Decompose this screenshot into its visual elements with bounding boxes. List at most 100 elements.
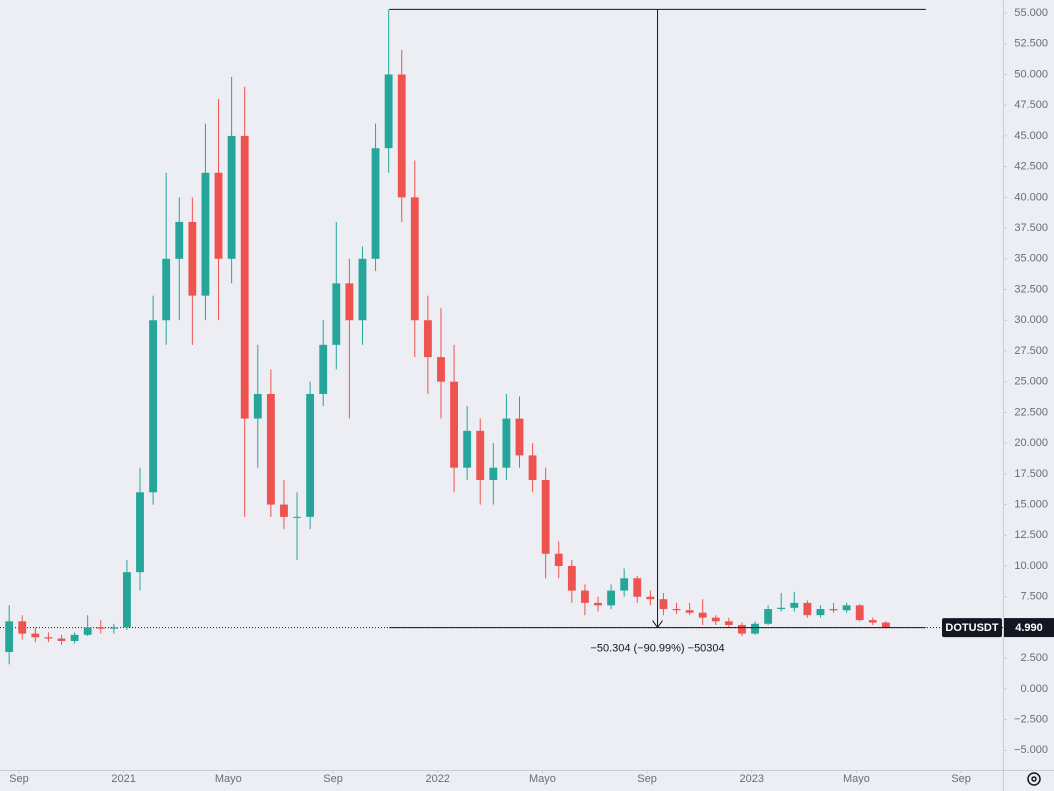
candle-body: [751, 623, 759, 634]
x-tick-label: Mayo: [215, 773, 242, 785]
y-tick-label: 27.500: [1014, 345, 1048, 357]
candle-body: [580, 590, 589, 603]
y-tick-label: 12.500: [1014, 529, 1048, 541]
price-tag-label: 4.990: [1015, 622, 1043, 634]
measure-label: −50.304 (−90.99%) −50304: [590, 642, 724, 654]
candle-body: [332, 283, 341, 345]
y-tick-label: 17.500: [1014, 468, 1048, 480]
candle-body: [476, 430, 485, 480]
y-tick-label: 30.000: [1014, 314, 1048, 326]
y-tick-label: 42.500: [1014, 161, 1048, 173]
candle-body: [567, 566, 576, 591]
candle-body: [842, 605, 851, 611]
candle-body: [777, 607, 786, 610]
candle-body: [83, 627, 92, 635]
x-tick-label: Sep: [323, 773, 343, 785]
x-tick-label: Sep: [9, 773, 29, 785]
y-tick-label: 40.000: [1014, 191, 1048, 203]
candle-body: [175, 221, 184, 259]
candle-body: [70, 634, 79, 641]
candle-body: [803, 602, 812, 616]
candle-body: [620, 578, 629, 591]
measure-arrow-head: [652, 620, 663, 629]
y-tick-label: 45.000: [1014, 130, 1048, 142]
candle-body: [345, 283, 354, 321]
x-tick-label: 2022: [425, 773, 449, 785]
candle-body: [607, 590, 616, 606]
x-tick-label: Mayo: [529, 773, 556, 785]
candle-body: [96, 627, 105, 629]
candle-body: [109, 627, 118, 629]
y-tick-label: 32.500: [1014, 283, 1048, 295]
candle-body: [5, 621, 14, 653]
y-tick-label: 20.000: [1014, 437, 1048, 449]
candle-body: [881, 622, 890, 628]
candle-body: [227, 135, 236, 259]
y-tick-label: −5.000: [1014, 744, 1048, 756]
candle-body: [384, 74, 393, 149]
y-tick-label: 10.000: [1014, 560, 1048, 572]
candle-body: [646, 596, 655, 600]
candle-body: [489, 467, 498, 480]
candle-body: [123, 572, 131, 628]
candle-body: [397, 74, 406, 198]
candle-body: [790, 602, 799, 608]
candle-body: [162, 258, 171, 321]
y-tick-label: 2.500: [1020, 652, 1048, 664]
candle-body: [541, 479, 550, 554]
candle-body: [57, 638, 66, 641]
candle-body: [240, 135, 249, 419]
y-tick-label: 55.000: [1014, 7, 1048, 19]
candle-body: [829, 609, 838, 611]
y-tick-label: 0.000: [1020, 683, 1048, 695]
settings-icon-ring: [1027, 772, 1041, 786]
candle-body: [293, 516, 301, 518]
y-tick-label: 22.500: [1014, 406, 1048, 418]
y-tick-label: 50.000: [1014, 68, 1048, 80]
candle-body: [266, 393, 275, 505]
candle-body: [306, 393, 315, 517]
candle-body: [437, 357, 445, 382]
candle-body: [868, 620, 877, 623]
settings-icon[interactable]: [1027, 772, 1041, 786]
y-tick-label: 52.500: [1014, 38, 1048, 50]
candle-body: [816, 609, 825, 616]
candle-body: [410, 197, 419, 321]
candle-body: [711, 617, 720, 622]
candle-body: [201, 172, 210, 296]
candle-body: [659, 599, 668, 610]
y-tick-label: 47.500: [1014, 99, 1048, 111]
candle-body: [253, 393, 262, 419]
candle-body: [764, 609, 773, 624]
candle-body: [358, 258, 367, 321]
candle-body: [685, 610, 694, 613]
candle-body: [188, 221, 197, 296]
y-tick-label: 25.000: [1014, 376, 1048, 388]
candle-body: [18, 621, 27, 634]
candle-body: [515, 418, 524, 456]
price-tag: [1004, 618, 1054, 638]
candle-body: [554, 553, 563, 567]
y-tick-label: 37.500: [1014, 222, 1048, 234]
candle-body: [31, 633, 40, 638]
candle-body: [672, 609, 681, 611]
candle-body: [528, 455, 537, 480]
y-tick-label: −2.500: [1014, 714, 1048, 726]
settings-icon-core: [1031, 776, 1037, 782]
candle-body: [633, 578, 642, 597]
y-tick-label: 35.000: [1014, 253, 1048, 265]
symbol-tag: [942, 618, 1002, 638]
candle-body: [280, 504, 288, 517]
candle-body: [319, 344, 328, 394]
x-tick-label: 2023: [740, 773, 764, 785]
candle-body: [738, 624, 746, 634]
candle-body: [724, 621, 733, 625]
candle-body: [594, 602, 602, 606]
candle-body: [149, 320, 158, 493]
candle-body: [698, 612, 707, 618]
symbol-tag-label: DOTUSDT: [945, 622, 998, 634]
candle-body: [214, 172, 223, 259]
